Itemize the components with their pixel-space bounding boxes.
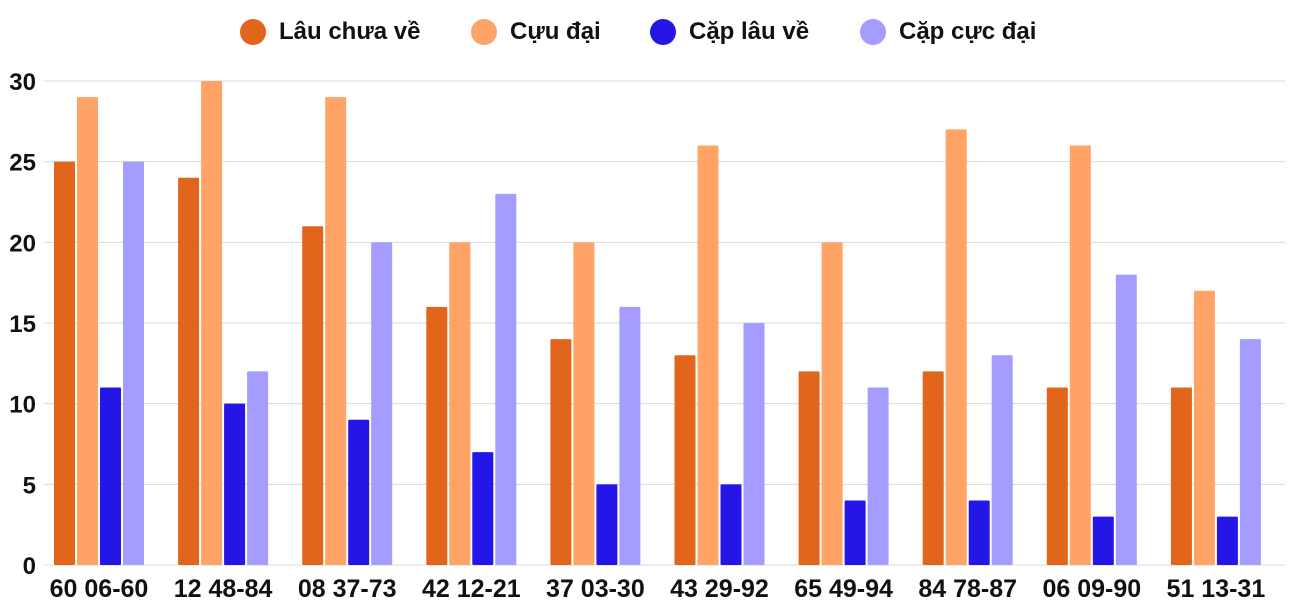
bar (426, 306, 448, 565)
bar (798, 371, 820, 565)
bar (371, 242, 393, 566)
bar (991, 355, 1013, 565)
bar (224, 403, 246, 565)
bar (178, 177, 200, 566)
bar (1239, 339, 1261, 565)
legend: Lâu chưa về Cựu đại Cặp lâu về Cặp cực đ… (0, 14, 1300, 50)
legend-label: Cựu đại (510, 18, 601, 45)
bar (449, 242, 471, 566)
legend-swatch (240, 19, 266, 45)
bar (77, 97, 98, 565)
y-tick-label: 15 (9, 311, 36, 338)
bar (844, 500, 866, 565)
x-category-label: 65 49-94 (794, 575, 893, 600)
bar (1069, 145, 1091, 566)
bar (1216, 516, 1238, 565)
legend-label: Cặp lâu về (689, 18, 810, 45)
bar (1115, 274, 1137, 565)
y-tick-label: 30 (9, 69, 36, 96)
bar (720, 484, 742, 565)
bar (922, 371, 944, 565)
bar (968, 500, 990, 565)
bar (495, 193, 517, 565)
bar (54, 161, 75, 565)
bar (573, 242, 595, 566)
x-category-label: 51 13-31 (1167, 575, 1266, 600)
legend-swatch (650, 19, 676, 45)
x-category-label: 84 78-87 (918, 575, 1017, 600)
legend-item-cuu-dai: Cựu đại (471, 14, 601, 50)
bar (472, 452, 494, 565)
x-category-label: 12 48-84 (174, 575, 273, 600)
bar (550, 339, 572, 565)
legend-label: Cặp cực đại (899, 18, 1037, 45)
bar (201, 81, 223, 565)
bar (247, 371, 269, 565)
legend-item-cap-cuc-dai: Cặp cực đại (860, 14, 1036, 50)
bar (100, 387, 121, 565)
x-category-label: 43 29-92 (670, 575, 769, 600)
x-category-label: 42 12-21 (422, 575, 521, 600)
bar (674, 355, 696, 565)
y-tick-label: 25 (9, 150, 36, 177)
bar (1092, 516, 1114, 565)
x-category-label: 37 03-30 (546, 575, 645, 600)
legend-swatch (471, 19, 497, 45)
y-tick-label: 0 (23, 553, 36, 580)
bar (945, 129, 967, 565)
bar (348, 419, 370, 565)
bar (821, 242, 843, 566)
legend-item-lau-chua-ve: Lâu chưa về (240, 14, 420, 50)
legend-label: Lâu chưa về (279, 18, 421, 45)
bar (1193, 290, 1215, 565)
y-tick-label: 10 (9, 392, 36, 419)
bar (743, 323, 765, 565)
bar (619, 306, 641, 565)
bar (123, 161, 144, 565)
y-tick-label: 5 (23, 472, 36, 499)
x-category-label: 60 06-60 (50, 575, 149, 600)
bar (596, 484, 618, 565)
bar (867, 387, 889, 565)
legend-item-cap-lau-ve: Cặp lâu về (650, 14, 809, 50)
y-tick-label: 20 (9, 230, 36, 257)
bar (1046, 387, 1068, 565)
x-category-label: 06 09-90 (1042, 575, 1141, 600)
bar (1170, 387, 1192, 565)
x-category-label: 08 37-73 (298, 575, 397, 600)
bar (325, 97, 347, 565)
bar (302, 226, 324, 565)
legend-swatch (860, 19, 886, 45)
bar (697, 145, 719, 566)
